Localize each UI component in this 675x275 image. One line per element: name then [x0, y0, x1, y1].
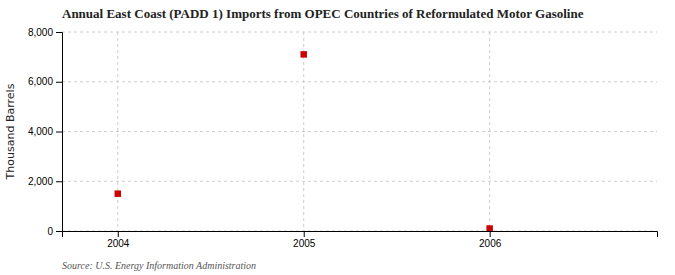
y-axis-label: Thousand Barrels [4, 83, 17, 180]
tick-label: 8,000 [28, 27, 53, 38]
tick-mark [490, 231, 491, 237]
tick-label: 2004 [107, 238, 130, 249]
tick: 2,000 [28, 176, 62, 187]
point [115, 190, 121, 196]
tick: 2006 [479, 231, 502, 249]
grid-line [62, 32, 657, 33]
grid-line [62, 131, 657, 132]
tick-mark [56, 231, 62, 232]
tick-mark [304, 231, 305, 237]
grid-line [489, 32, 490, 231]
y-axis: 0 2,000 4,000 6,000 8,000 [28, 27, 63, 237]
tick-mark [56, 132, 62, 133]
point [486, 225, 492, 231]
tick-mark [56, 82, 62, 83]
grid [62, 32, 657, 231]
tick: 6,000 [28, 76, 62, 87]
tick-label: 6,000 [28, 76, 53, 87]
tick-mark [56, 181, 62, 182]
x-axis: 2004 2005 2006 [63, 231, 658, 249]
tick-label: 2006 [479, 238, 502, 249]
axis-line [56, 33, 63, 232]
tick-label: 4,000 [28, 126, 53, 137]
tick: 4,000 [28, 126, 62, 137]
tick: 2004 [107, 231, 130, 249]
tick: 0 [47, 226, 62, 237]
tick-mark [118, 231, 119, 237]
grid-line [303, 32, 304, 231]
plot-area: 2004 2005 2006 0 2,000 4,000 6,000 8,000 [28, 27, 658, 249]
tick: 2005 [293, 231, 316, 249]
title: Annual East Coast (PADD 1) Imports from … [62, 6, 584, 21]
points [115, 51, 493, 231]
chart: 2004 2005 2006 0 2,000 4,000 6,000 8,000 Annual … [0, 0, 675, 275]
axis-line [63, 232, 658, 238]
grid-line [117, 32, 118, 231]
source: Source: U.S. Energy Information Administ… [62, 260, 256, 271]
tick-mark [56, 32, 62, 33]
tick-label: 2,000 [28, 176, 53, 187]
grid-line [62, 181, 657, 182]
tick: 8,000 [28, 27, 62, 38]
tick-label: 0 [47, 226, 53, 237]
point [300, 51, 306, 57]
grid-line [62, 81, 657, 82]
tick-label: 2005 [293, 238, 316, 249]
